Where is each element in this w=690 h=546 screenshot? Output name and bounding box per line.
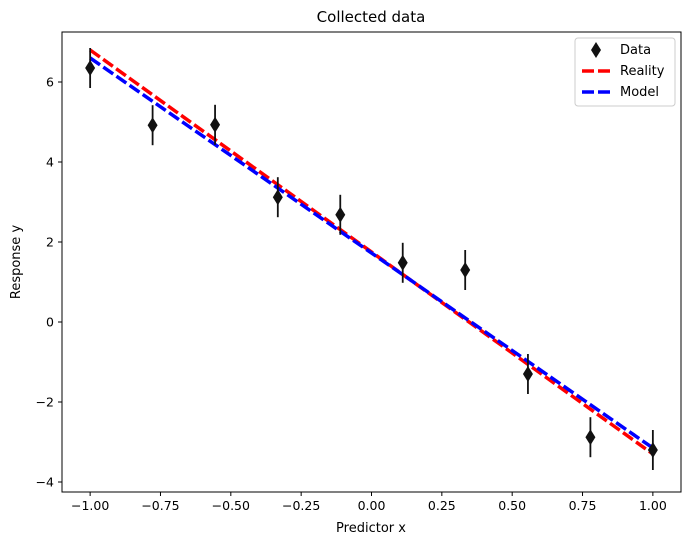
legend-data-label: Data	[620, 43, 651, 58]
chart-title: Collected data	[317, 8, 426, 26]
data-point	[585, 429, 596, 446]
data-point	[210, 116, 221, 133]
x-tick-label: −0.75	[141, 498, 179, 513]
x-tick-label: 1.00	[639, 498, 667, 513]
legend-reality-label: Reality	[620, 64, 665, 79]
y-tick-label: −2	[36, 395, 54, 410]
y-tick-label: 6	[46, 75, 54, 90]
y-tick-label: 2	[46, 235, 54, 250]
data-point	[147, 117, 158, 134]
x-tick-label: −0.50	[212, 498, 250, 513]
data-point	[335, 206, 346, 223]
y-tick-label: 0	[46, 315, 54, 330]
y-axis: −4 −2 0 2 4 6	[36, 75, 62, 490]
legend-model-label: Model	[620, 85, 659, 100]
x-tick-label: 0.25	[428, 498, 456, 513]
legend: Data Reality Model	[574, 37, 676, 107]
x-tick-label: −1.00	[71, 498, 109, 513]
y-tick-label: 4	[46, 155, 54, 170]
data-point	[85, 60, 96, 76]
data-point	[460, 262, 471, 278]
x-tick-label: −0.25	[282, 498, 320, 513]
series-line-model	[89, 56, 654, 450]
plot-lines	[89, 48, 654, 456]
data-point	[522, 366, 533, 382]
legend-data-marker	[591, 42, 601, 58]
y-axis-label: Response y	[9, 225, 24, 300]
x-tick-label: 0.50	[498, 498, 526, 513]
x-tick-label: 0.75	[569, 498, 597, 513]
data-point	[397, 254, 408, 271]
data-points	[85, 48, 658, 470]
y-tick-label: −4	[36, 475, 54, 490]
x-axis-label: Predictor x	[336, 521, 406, 536]
x-tick-label: 0.00	[358, 498, 386, 513]
data-point	[272, 189, 283, 206]
x-axis: −1.00 −0.75 −0.50 −0.25 0.00 0.25 0.50 0.75 1.00	[71, 492, 667, 513]
data-point	[647, 442, 658, 458]
legend-box	[574, 37, 676, 107]
